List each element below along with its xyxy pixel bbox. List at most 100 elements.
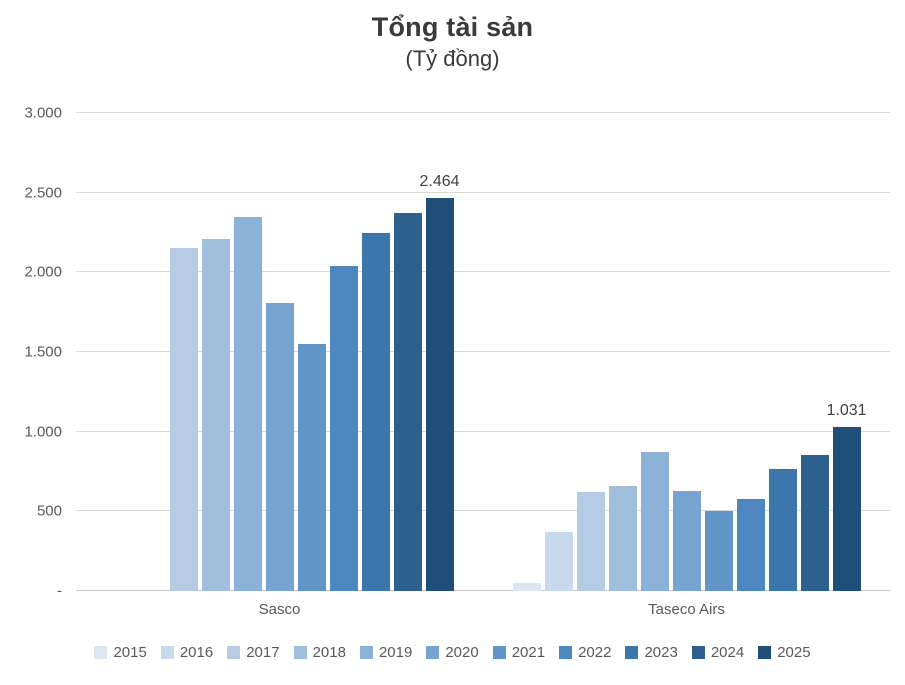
bar-slot-taseco-airs-2019	[640, 113, 669, 591]
gridline	[76, 112, 890, 113]
gridline	[76, 191, 890, 193]
bar-slot-taseco-airs-2021	[704, 113, 733, 591]
legend-item-2019: 2019	[359, 644, 413, 661]
chart-subtitle: (Tỷ đồng)	[405, 46, 500, 71]
y-tick-label: -	[57, 582, 62, 600]
gridline	[76, 271, 890, 273]
bar-groups: 2.464 1.031	[76, 113, 890, 591]
y-tick-label: 2.000	[24, 263, 62, 281]
legend-item-2020: 2020	[426, 644, 479, 661]
bar-sasco-2021	[297, 344, 326, 591]
legend-swatch-2020	[426, 646, 440, 659]
bar-taseco-airs-2018	[608, 485, 637, 591]
legend-item-2022: 2022	[559, 644, 611, 661]
bar-taseco-airs-2022	[736, 498, 765, 591]
legend-label-2019: 2019	[378, 644, 413, 661]
bar-slot-taseco-airs-2025: 1.031	[826, 113, 867, 591]
bar-sasco-2025: 2.464	[419, 173, 460, 591]
bar-slot-sasco-2023	[361, 113, 390, 591]
bar-slot-sasco-2025: 2.464	[419, 113, 460, 591]
bar-slot-sasco-2024	[393, 113, 422, 591]
gridline	[76, 510, 890, 512]
legend-label-2018: 2018	[312, 644, 346, 661]
category-label-taseco-airs: Taseco Airs	[648, 601, 725, 618]
legend-swatch-2018	[293, 646, 307, 659]
bar-slot-taseco-airs-2023	[768, 113, 797, 591]
legend-label-2022: 2022	[578, 644, 612, 661]
legend-item-2017: 2017	[227, 644, 280, 661]
chart-title: Tổng tài sản	[371, 12, 534, 42]
bar-taseco-airs-2019	[640, 452, 669, 591]
y-tick-label: 1.500	[24, 343, 62, 361]
legend-item-2015: 2015	[94, 644, 147, 661]
bar-slot-taseco-airs-2018	[608, 113, 637, 591]
legend-label-2024: 2024	[710, 644, 745, 661]
y-axis: - 500 1.000 1.500 2.000 2.500 3.000	[0, 105, 66, 600]
data-label-taseco-airs-2025: 1.031	[826, 401, 867, 419]
bar-sasco-2018	[201, 238, 230, 591]
legend-swatch-2016	[160, 646, 174, 659]
bar-sasco-2019	[233, 216, 262, 591]
bar-taseco-airs-2017	[576, 492, 605, 591]
gridline	[76, 590, 890, 591]
bar-slot-taseco-airs-2016	[544, 113, 573, 591]
bar-sasco-2024	[393, 213, 422, 591]
bar-taseco-airs-2016	[544, 532, 573, 591]
gridline	[76, 430, 890, 432]
y-tick-label: 1.000	[24, 423, 62, 441]
x-axis: Sasco Taseco Airs	[76, 601, 890, 618]
legend-item-2018: 2018	[293, 644, 346, 661]
legend-swatch-2023	[625, 646, 639, 659]
plot-area: 2.464 1.031	[76, 112, 890, 591]
legend-swatch-2021	[492, 646, 506, 659]
data-label-sasco-2025: 2.464	[419, 173, 460, 191]
legend-label-2017: 2017	[246, 644, 280, 661]
bar-slot-taseco-airs-2020	[672, 113, 701, 591]
bar-sasco-2023	[361, 232, 390, 591]
legend-item-2023: 2023	[625, 644, 678, 661]
y-tick-label: 500	[36, 502, 62, 520]
bar-group-taseco-airs: 1.031	[483, 113, 890, 591]
bar-taseco-airs-2020	[672, 491, 701, 591]
legend-swatch-2015	[94, 646, 108, 659]
legend-label-2021: 2021	[511, 644, 546, 661]
y-tick-label: 2.500	[24, 184, 62, 202]
y-tick-label: 3.000	[24, 104, 62, 122]
legend-label-2023: 2023	[644, 644, 678, 661]
legend-label-2015: 2015	[113, 644, 147, 661]
legend: 2015 2016 2017 2018 2019 2020 2021 2022 2023 2024…	[0, 644, 905, 661]
legend-item-2024: 2024	[691, 644, 745, 661]
category-label-sasco: Sasco	[258, 601, 301, 618]
bar-taseco-airs-2021	[704, 510, 733, 591]
legend-swatch-2024	[691, 646, 705, 659]
bar-taseco-airs-2023	[768, 469, 797, 591]
bar-sasco-2022	[329, 265, 358, 591]
bar-slot-sasco-2016	[138, 113, 166, 591]
legend-swatch-2025	[758, 646, 772, 659]
bar-slot-taseco-airs-2015	[512, 113, 541, 591]
bar-slot-sasco-2017	[169, 113, 198, 591]
bar-slot-sasco-2022	[329, 113, 358, 591]
bar-sasco-2020	[265, 302, 294, 591]
gridlines	[76, 112, 890, 591]
bar-slot-sasco-2018	[201, 113, 230, 591]
gridline	[76, 351, 890, 352]
legend-item-2025: 2025	[758, 644, 811, 661]
legend-item-2016: 2016	[160, 644, 213, 661]
bar-slot-sasco-2021	[297, 113, 326, 591]
bar-slot-sasco-2015	[106, 113, 134, 591]
bar-slot-sasco-2019	[233, 113, 262, 591]
bar-slot-taseco-airs-2022	[736, 113, 765, 591]
bar-group-sasco: 2.464	[76, 113, 483, 591]
bar-slot-sasco-2020	[265, 113, 294, 591]
legend-swatch-2017	[227, 646, 241, 659]
legend-label-2020: 2020	[445, 644, 479, 661]
bar-sasco-2017	[169, 248, 198, 591]
legend-swatch-2022	[559, 646, 573, 659]
legend-label-2025: 2025	[777, 644, 811, 661]
bar-slot-taseco-airs-2017	[576, 113, 605, 591]
bar-slot-taseco-airs-2024	[800, 113, 829, 591]
bar-taseco-airs-2015	[512, 583, 541, 591]
bar-groups-inner: 2.464 1.031	[76, 113, 890, 591]
